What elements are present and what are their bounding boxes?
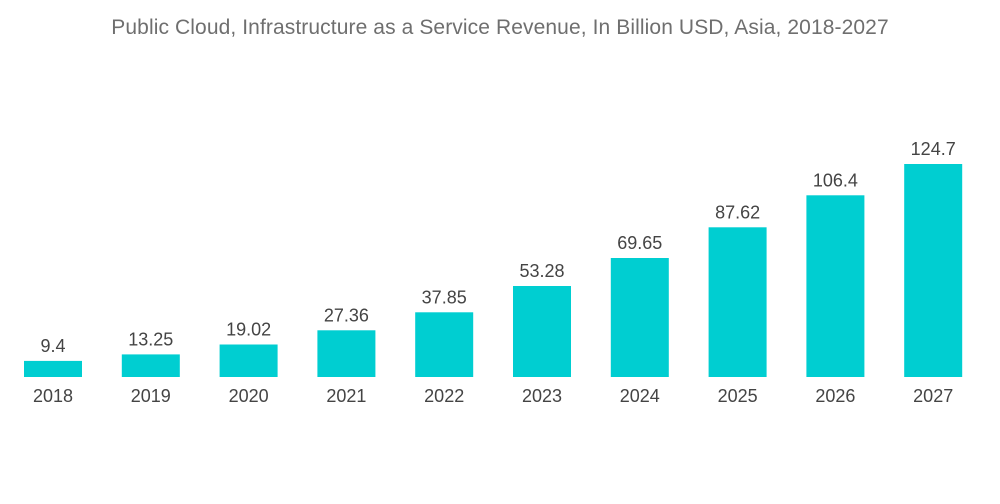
bar-value-label-2021: 27.36 [324, 305, 369, 325]
bar-value-label-2018: 9.4 [40, 336, 65, 356]
bar-2021 [317, 330, 376, 377]
bar-2026 [806, 195, 865, 377]
bar-value-label-2019: 13.25 [128, 329, 173, 349]
bar-value-label-2025: 87.62 [715, 202, 760, 222]
bar-value-label-2022: 37.85 [422, 287, 467, 307]
bar-value-label-2023: 53.28 [519, 261, 564, 281]
x-tick-label-2019: 2019 [131, 386, 171, 406]
bar-value-label-2024: 69.65 [617, 233, 662, 253]
bars-layer [24, 164, 963, 377]
bar-2024 [610, 258, 669, 377]
x-tick-label-2022: 2022 [424, 386, 464, 406]
bar-2020 [219, 344, 278, 377]
bar-2027 [904, 164, 963, 377]
value-labels-layer: 9.4 13.25 19.02 27.36 37.85 53.28 69.65 87.62 10… [40, 139, 955, 356]
bar-2022 [415, 312, 474, 377]
x-tick-label-2018: 2018 [33, 386, 73, 406]
x-tick-label-2024: 2024 [620, 386, 660, 406]
bar-value-label-2020: 19.02 [226, 320, 271, 340]
bar-value-label-2026: 106.4 [813, 170, 858, 190]
x-tick-label-2027: 2027 [913, 386, 953, 406]
x-tick-label-2026: 2026 [815, 386, 855, 406]
x-tick-label-2020: 2020 [229, 386, 269, 406]
x-axis-tick-labels: 2018 2019 2020 2021 2022 2023 2024 2025 2026 2027 [33, 386, 953, 406]
bar-2018 [24, 360, 82, 377]
x-tick-label-2025: 2025 [718, 386, 758, 406]
chart-title: Public Cloud, Infrastructure as a Servic… [111, 16, 889, 39]
bar-2019 [121, 354, 180, 377]
bar-2023 [513, 286, 571, 377]
bar-2025 [708, 227, 767, 377]
x-tick-label-2021: 2021 [326, 386, 366, 406]
x-tick-label-2023: 2023 [522, 386, 562, 406]
bar-value-label-2027: 124.7 [911, 139, 956, 159]
